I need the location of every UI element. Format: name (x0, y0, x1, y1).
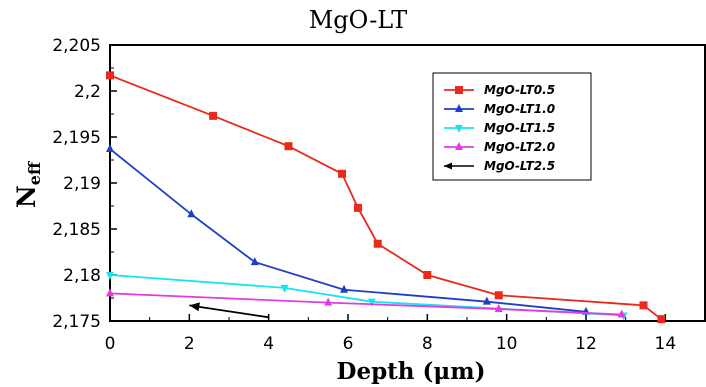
legend-marker (455, 125, 463, 133)
legend-label: MgO-LT2.0 (484, 140, 555, 154)
legend-entry: MgO-LT0.5 (444, 83, 555, 97)
x-tick-label: 0 (105, 334, 116, 354)
legend-entry: MgO-LT1.5 (444, 121, 555, 135)
y-axis-title-main: N (12, 185, 41, 208)
series-line (109, 292, 622, 316)
y-axis: 2,175 2,18 2,185 2,19 2,195 2,2 2,205 (52, 36, 117, 332)
data-point (106, 288, 114, 297)
data-point (106, 71, 114, 80)
series-layer (106, 71, 666, 324)
legend-entry: MgO-LT2.0 (444, 140, 555, 154)
legend-label: MgO-LT2.5 (484, 159, 555, 173)
data-point (338, 169, 347, 178)
chart-title: MgO-LT (309, 6, 408, 34)
x-tick-label: 8 (422, 334, 433, 354)
legend: MgO-LT0.5 MgO-LT1.0 MgO-LT1.5 MgO-LT2.0 MgO-… (432, 72, 592, 181)
x-axis: 0 2 4 6 8 10 12 14 (105, 314, 677, 354)
series-line (189, 304, 269, 319)
data-point (494, 291, 503, 300)
data-point (482, 296, 491, 305)
y-tick-label: 2,19 (63, 174, 101, 194)
data-point (340, 284, 349, 293)
x-tick-label: 14 (655, 334, 677, 354)
y-axis-title-subscript: eff (25, 161, 44, 185)
x-tick-label: 2 (184, 334, 195, 354)
legend-label: MgO-LT1.0 (484, 102, 555, 116)
data-point (617, 309, 626, 318)
x-axis-title: Depth (μm) (337, 358, 486, 385)
data-point (373, 239, 382, 248)
legend-entry: MgO-LT1.0 (444, 102, 555, 116)
y-tick-label: 2,185 (52, 220, 101, 240)
y-tick-label: 2,205 (52, 36, 101, 56)
data-point (367, 298, 376, 307)
data-point (106, 272, 114, 280)
data-point (106, 143, 114, 152)
data-point (353, 203, 362, 212)
legend-marker (455, 86, 463, 94)
legend-label: MgO-LT0.5 (484, 83, 555, 97)
legend-entry: MgO-LT2.5 (444, 159, 555, 173)
series-line (109, 274, 624, 317)
data-point (494, 304, 503, 313)
data-point (639, 301, 648, 310)
legend-marker (455, 104, 463, 112)
x-tick-label: 4 (263, 334, 274, 354)
legend-label: MgO-LT1.5 (484, 121, 555, 135)
y-tick-label: 2,2 (74, 82, 101, 102)
y-tick-label: 2,195 (52, 128, 101, 148)
data-point (423, 271, 432, 279)
data-point (280, 284, 289, 293)
data-point (284, 142, 293, 151)
series-line (109, 74, 662, 320)
data-point (657, 315, 666, 324)
data-point (250, 257, 259, 266)
legend-marker (455, 142, 463, 150)
y-tick-label: 2,175 (52, 312, 101, 332)
x-tick-label: 12 (575, 334, 597, 354)
data-point (324, 297, 333, 306)
legend-arrow-head (444, 162, 452, 170)
series-line (109, 148, 587, 313)
data-point (209, 111, 218, 120)
x-tick-label: 10 (496, 334, 518, 354)
series-MgO-LT0.5 (106, 71, 666, 324)
series-MgO-LT2.5 (189, 302, 269, 319)
y-axis-title: Neff (12, 161, 44, 208)
x-tick-label: 6 (343, 334, 354, 354)
data-point (187, 209, 196, 218)
plot-frame (109, 44, 706, 322)
series-MgO-LT2.0 (106, 288, 626, 318)
y-tick-label: 2,18 (63, 266, 101, 286)
arrow-head-marker (189, 302, 200, 312)
